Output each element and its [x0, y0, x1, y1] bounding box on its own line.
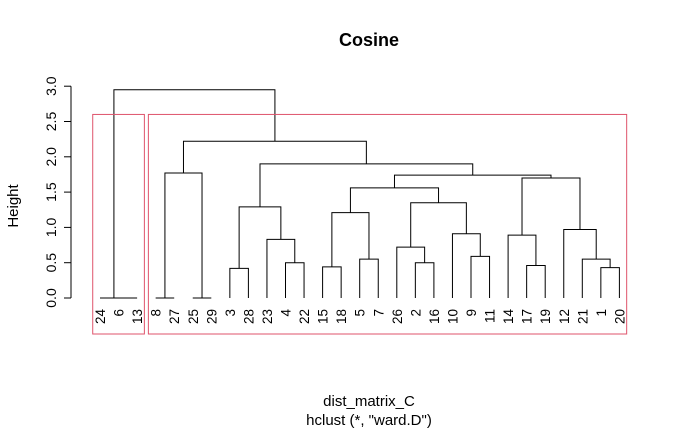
leaf-label: 5 [353, 309, 368, 317]
y-tick-label: 2.5 [43, 112, 59, 132]
cluster-boxes [92, 113, 628, 335]
y-axis-title: Height [5, 183, 22, 227]
dendrogram-branch [600, 267, 620, 298]
leaf-label: 24 [93, 309, 108, 325]
leaf-label: 16 [427, 309, 442, 324]
dendrogram-branch [396, 246, 426, 298]
leaf-label: 1 [594, 309, 609, 317]
dendrogram-branch [349, 187, 440, 213]
dendrogram-branches [100, 89, 620, 299]
leaf-label: 4 [279, 309, 294, 317]
dendrogram-branch [182, 140, 367, 174]
cluster-box [147, 113, 628, 335]
leaf-label: 22 [297, 309, 312, 324]
cluster-box [92, 113, 145, 335]
dendrogram-branch [322, 266, 342, 298]
leaf-label: 12 [557, 309, 572, 324]
dendrogram-branch [563, 229, 597, 298]
leaf-label: 15 [316, 309, 331, 324]
leaf-label: 18 [334, 309, 349, 324]
leaf-label: 17 [520, 309, 535, 324]
leaf-labels: 24 6 13 8 27 25 29 3 28 23 4 22 15 18 5 7 26 2 16 10 9 11 14 17… [93, 309, 627, 325]
leaf-label: 19 [538, 309, 553, 324]
leaf-label: 25 [186, 309, 201, 324]
dendrogram-branch [393, 174, 552, 188]
y-tick-label: 1.5 [43, 182, 59, 202]
dendrogram-branch [359, 258, 379, 298]
leaf-label: 6 [112, 309, 127, 317]
y-tick-label: 2.0 [43, 147, 59, 167]
y-axis: 0.0 0.5 1.0 1.5 2.0 2.5 3.0 [43, 76, 72, 308]
leaf-label: 2 [408, 309, 423, 317]
dendrogram-branch [285, 262, 305, 298]
leaf-label: 11 [483, 309, 498, 323]
dendrogram-branch [507, 234, 537, 298]
leaf-label: 28 [241, 309, 256, 324]
dendrogram-branch [113, 89, 276, 298]
dendrogram-branch [581, 258, 611, 298]
y-tick-label: 0.0 [43, 288, 59, 308]
dendrogram-branch [238, 206, 282, 269]
y-tick-label: 1.0 [43, 217, 59, 237]
dendrogram-branch [521, 177, 581, 236]
leaf-label: 9 [464, 309, 479, 317]
dendrogram-branch [526, 265, 546, 298]
y-tick-label: 0.5 [43, 253, 59, 273]
leaf-label: 10 [445, 309, 460, 324]
leaf-label: 23 [260, 309, 275, 324]
dendrogram-branch [410, 202, 467, 248]
dendrogram-branch [259, 163, 474, 207]
leaf-label: 3 [223, 309, 238, 317]
leaf-label: 7 [371, 309, 386, 317]
leaf-label: 13 [130, 309, 145, 324]
leaf-label: 20 [612, 309, 627, 324]
leaf-label: 21 [575, 309, 590, 324]
dendrogram-branch [470, 255, 491, 298]
chart-title: Cosine [339, 30, 399, 50]
dendrogram-branch [451, 233, 481, 298]
method-subtitle: hclust (*, "ward.D") [306, 412, 432, 429]
dendrogram-branch [164, 172, 203, 298]
leaf-label: 29 [204, 309, 219, 324]
y-tick-label: 3.0 [43, 76, 59, 96]
x-axis-title: dist_matrix_C [323, 393, 415, 410]
dendrogram-branch [414, 262, 435, 298]
leaf-label: 14 [501, 309, 516, 325]
leaf-label: 26 [390, 309, 405, 324]
dendrogram-branch [229, 267, 249, 298]
dendrogram-branch [266, 238, 296, 298]
leaf-label: 8 [149, 309, 164, 317]
leaf-label: 27 [167, 309, 182, 324]
